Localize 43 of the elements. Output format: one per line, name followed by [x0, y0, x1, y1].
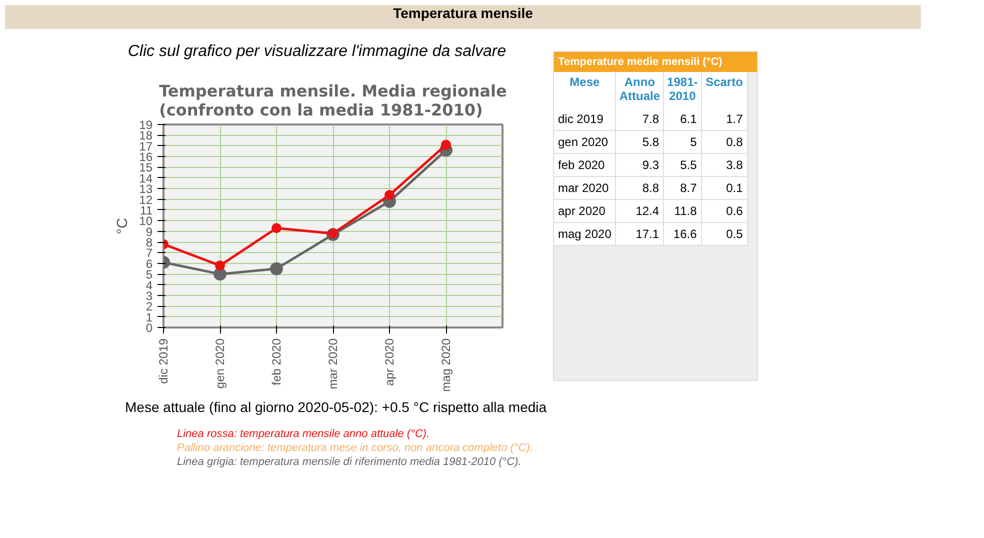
text: 0.8: [701, 130, 748, 154]
text: Temperature medie mensili (°C): [554, 52, 757, 72]
text: Pallino arancione: temperatura mese in corso, non ancora completo (°C).: [177, 441, 534, 455]
text: 3.8: [701, 154, 748, 176]
x-tick-label: gen 2020: [213, 338, 227, 389]
text: 17.1: [616, 222, 664, 246]
y-axis-title: °C: [115, 217, 132, 234]
text: 0.6: [701, 200, 748, 222]
text: 5: [664, 130, 702, 154]
text: 5.5: [664, 154, 702, 176]
category-label: mar 2020: [558, 181, 609, 195]
x-tick-label: mag 2020: [439, 338, 453, 392]
text: 6.1: [664, 108, 702, 130]
category-label: feb 2020: [558, 158, 605, 172]
text: 11.8: [664, 200, 702, 222]
text: 5.8: [616, 130, 664, 154]
text: 0.5: [701, 222, 748, 246]
category-label: apr 2020: [558, 204, 606, 218]
text: 8.8: [616, 176, 664, 200]
text: 8.7: [664, 176, 702, 200]
text: Linea grigia: temperatura mensile di riferimento media 1981-2010 (°C).: [177, 455, 522, 469]
x-tick-label: dic 2019: [156, 338, 170, 384]
text: Temperatura mensile: [5, 5, 921, 29]
category-label: dic 2019: [558, 112, 604, 126]
text: 7.8: [616, 108, 664, 130]
text: Anno Attuale: [616, 72, 664, 108]
chart-subtitle: Clic sul grafico per visualizzare l'immagine da salvare: [126, 43, 508, 61]
text: 16.6: [664, 222, 702, 246]
text: Mese attuale (fino al giorno 2020-05-02): +0.5 °C rispetto alla media: [125, 399, 547, 415]
chart-title: Temperatura mensile. Media regionale (confronto con la media 1981-2010): [159, 82, 508, 120]
x-tick-label: feb 2020: [270, 338, 284, 386]
text: Linea rossa: temperatura mensile anno attuale (°C).: [177, 427, 431, 441]
text: Scarto: [701, 72, 748, 108]
text: 0.1: [701, 176, 748, 200]
text: 12.4: [616, 200, 664, 222]
category-label: gen 2020: [558, 135, 608, 149]
text: Mese: [554, 72, 616, 108]
x-tick-label: apr 2020: [382, 338, 396, 386]
text: 1981-2010: [664, 72, 702, 108]
x-tick-label: mar 2020: [326, 338, 340, 390]
text: 1.7: [701, 108, 748, 130]
text: 9.3: [616, 154, 664, 176]
category-label: mag 2020: [558, 227, 612, 241]
